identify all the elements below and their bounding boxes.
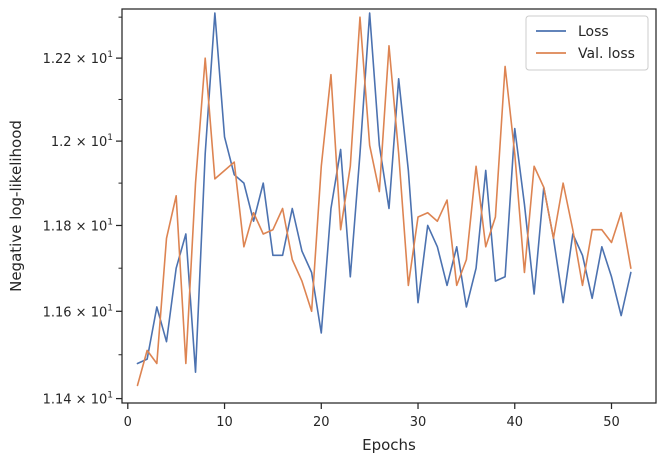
x-tick-label: 30 [410, 415, 427, 430]
y-tick-label: 1.18 × 101 [43, 217, 113, 234]
x-axis: 0 10 20 30 40 50 [124, 403, 620, 430]
y-tick-mantissa: 1.14 × 10 [43, 393, 108, 408]
x-tick-label: 20 [313, 415, 330, 430]
y-tick-mantissa: 1.16 × 10 [43, 305, 108, 320]
series-layer [136, 12, 632, 387]
y-tick-label: 1.14 × 101 [43, 391, 113, 408]
legend-frame [525, 15, 649, 71]
x-axis-label: Epochs [362, 436, 416, 454]
y-tick-exponent: 1 [107, 133, 113, 143]
y-tick-mantissa: 1.18 × 10 [43, 219, 108, 234]
axes-frame [121, 8, 657, 404]
y-tick-exponent: 1 [107, 391, 113, 401]
y-tick-mantissa: 1.22 × 10 [43, 52, 108, 67]
y-tick-exponent: 1 [107, 50, 113, 60]
legend-label: Loss [578, 24, 609, 40]
x-tick-label: 10 [216, 415, 233, 430]
legend-label: Val. loss [578, 46, 635, 62]
y-tick-mantissa: 1.2 × 10 [51, 135, 107, 150]
legend: Loss Val. loss [525, 15, 649, 71]
x-tick-label: 50 [603, 415, 620, 430]
y-tick-label: 1.22 × 101 [43, 50, 113, 67]
y-tick-exponent: 1 [107, 303, 113, 313]
x-tick-label: 0 [124, 415, 132, 430]
y-tick-label: 1.2 × 101 [51, 133, 113, 150]
series-line-val-loss [136, 16, 632, 387]
y-tick-exponent: 1 [107, 217, 113, 227]
y-axis-label: Negative log-likelihood [7, 120, 25, 292]
y-tick-label: 1.16 × 101 [43, 303, 113, 320]
x-tick-label: 40 [506, 415, 523, 430]
